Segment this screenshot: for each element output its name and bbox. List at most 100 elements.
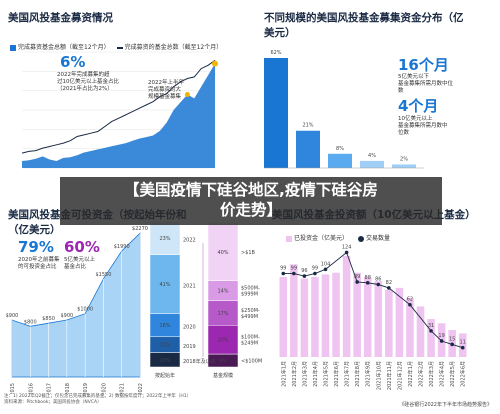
deal-point: [313, 271, 317, 276]
x-tick-label: 2021年11月: [386, 361, 393, 390]
size-label: $100M-: [241, 335, 260, 341]
x-tick-label: 2016: [28, 383, 34, 394]
year-label: 2021: [183, 284, 196, 290]
panel-a-title: 美国风投基金募资情况: [8, 12, 113, 24]
size-label: >$1B: [241, 250, 256, 256]
deal-point: [292, 271, 296, 276]
panel-c-stat2-note: 5亿美元以上 基金占比: [64, 257, 95, 270]
deal-point: [302, 274, 307, 278]
size-label: $499M: [241, 314, 258, 320]
deal-label: 31: [428, 323, 434, 329]
panel-a-stat-note: 2022年完成募集的超 过10亿美元以上基金占比 （2021年占比为2%）: [57, 72, 119, 92]
year-label: 2020: [183, 325, 196, 331]
deal-label: 99: [312, 266, 318, 272]
x-tick-label: 2022年3月: [428, 361, 435, 387]
deal-label: 62: [407, 297, 413, 303]
data-label: $2270: [132, 226, 148, 232]
x-tick-label: 2021年2月: [291, 361, 298, 387]
bar: [385, 289, 393, 357]
legend-label-deals: 交易数量: [365, 235, 390, 242]
segment-label: 40%: [217, 250, 228, 256]
deal-point: [355, 280, 359, 284]
deal-point: [365, 281, 370, 285]
deal-point: [376, 282, 381, 287]
bar: [321, 274, 330, 357]
deal-point: [450, 342, 454, 347]
deal-point: [281, 271, 286, 276]
panel-c-title2: （亿美元）: [8, 224, 61, 236]
deal-label: 86: [375, 277, 381, 283]
bar: [392, 164, 416, 168]
panel-fund-size: 不同规模的美国风投基金募集资金分布（亿 美元） 62% 21% 8% 4% 2% 16个…: [250, 0, 500, 176]
x-tick-label: 2022年1月: [407, 361, 414, 387]
bar: [279, 276, 288, 357]
size-label: <$100M: [241, 359, 262, 365]
x-tick-label: 2015: [10, 383, 16, 394]
series-area-dry-powder: [11, 232, 141, 378]
deal-point: [439, 339, 444, 343]
bar: [264, 58, 288, 168]
x-tick-label: 2022年6月: [460, 361, 467, 387]
deal-label: 19: [438, 333, 444, 339]
bar: [363, 276, 372, 357]
series-area-amount: [22, 63, 215, 168]
deal-point: [323, 267, 328, 272]
deal-label: 124: [342, 244, 352, 250]
segment-label: 20%: [217, 338, 228, 344]
deal-label: 82: [386, 280, 392, 286]
dry-powder-chart: $900 2015 $800 2016 $850 2017 $900 2018 $1000 201…: [6, 221, 262, 394]
deal-label: 89: [354, 274, 360, 280]
deal-label: 15: [449, 336, 455, 342]
deal-label: 99: [291, 266, 297, 272]
x-tick-label: 2022年5月: [449, 361, 456, 387]
x-tick-label: 2022年2月: [418, 361, 425, 387]
x-tick-label: 2022年4月: [439, 361, 446, 387]
bar: [360, 160, 384, 168]
x-tick-label: 2021年3月: [301, 361, 308, 387]
panel-c-stat1-note: 2020年之前募集 的可投资金占比: [18, 257, 60, 270]
bar: [427, 319, 435, 357]
panel-a-callout: 2022年上半年 完成募资的大 规模基金募集: [148, 80, 184, 100]
size-label: $500M-: [241, 286, 260, 292]
segment-label: 16%: [159, 323, 170, 329]
x-tick-label: 2021年9月: [365, 361, 372, 387]
x-tick-label: 2019: [83, 383, 89, 394]
year-label: 2019: [183, 344, 196, 350]
panel-a-stat: 6%: [60, 53, 86, 71]
x-tick-label: H1 2022: [138, 383, 144, 394]
panel-fundraising: 美国风投基金募资情况 完成募资基金总额（截至12个月） 完成募资的基金总数（截至…: [0, 0, 250, 176]
series-line-deals: [283, 251, 463, 349]
deal-label: 104: [321, 261, 331, 267]
data-label: $1990: [114, 244, 130, 250]
legend-swatch-amount: [10, 44, 16, 51]
year-label: 2022: [183, 238, 196, 244]
segment-label: 9%: [219, 359, 227, 365]
legend-swatch-count: [116, 46, 123, 49]
legend-label-invested: 已投资金（亿美元）: [294, 235, 349, 242]
stack-segment: [207, 300, 239, 326]
deal-point: [344, 250, 349, 255]
bar: [395, 287, 404, 357]
panel-dry-powder: 美国风投基金可投资金（按起始年份和 （亿美元） 79% 2020年之前募集 的可…: [0, 205, 272, 394]
stack-title: 基金规模: [213, 372, 233, 379]
x-tick-label: 2018: [65, 383, 71, 394]
bar-value-label: 2%: [400, 156, 408, 162]
footnote-line-1: 注：1) 2022年Q2截止；仅包含已完成募集的基金。2) 数据按年度计；202…: [4, 394, 192, 399]
bar: [416, 306, 425, 357]
deal-label: 96: [301, 268, 307, 274]
size-label: $249M: [241, 341, 258, 347]
callout-marker: [212, 60, 218, 67]
bar-value-label: 21%: [302, 123, 313, 129]
bar: [353, 272, 361, 357]
year-label: 2018年及以前: [183, 358, 216, 365]
panel-b-stat1: 16个月: [398, 56, 449, 74]
data-label: $1000: [77, 307, 93, 313]
size-label: $999M: [241, 292, 258, 298]
bar: [374, 281, 383, 357]
bar: [290, 264, 298, 357]
x-tick-label: 2021年6月: [333, 361, 340, 387]
source-report: 《硅谷银行2022年下半年市场趋势报告》: [399, 402, 492, 408]
size-label: $250M-: [241, 308, 260, 314]
data-label: $850: [42, 316, 55, 322]
banner-line-2: 价走势】: [219, 201, 282, 219]
